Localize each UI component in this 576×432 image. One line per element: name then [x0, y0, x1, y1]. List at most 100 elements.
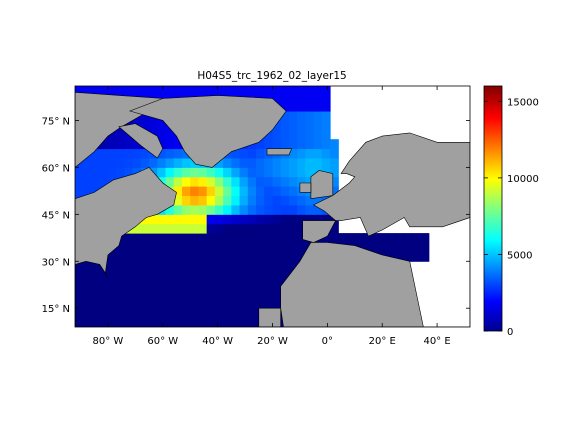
field-cell	[214, 176, 224, 187]
field-cell	[99, 289, 109, 300]
y-tick-label: 60° N	[42, 163, 70, 174]
field-cell	[83, 86, 92, 93]
field-cell	[91, 167, 101, 178]
field-cell	[165, 148, 175, 159]
field-cell	[264, 139, 273, 150]
field-cell	[83, 157, 92, 168]
field-cell	[297, 111, 306, 121]
field-cell	[264, 129, 273, 140]
field-cell	[149, 233, 158, 243]
field-cell	[140, 270, 150, 281]
field-cell	[206, 261, 216, 272]
field-cell	[288, 242, 298, 253]
field-cell	[181, 157, 191, 168]
field-cell	[116, 289, 125, 300]
field-cell	[288, 251, 298, 262]
field-cell	[181, 298, 191, 309]
field-cell	[330, 139, 339, 150]
field-cell	[206, 176, 216, 187]
field-cell	[264, 86, 273, 93]
field-cell	[239, 86, 249, 93]
field-cell	[83, 317, 92, 327]
field-cell	[305, 129, 315, 140]
field-cell	[83, 308, 92, 319]
field-cell	[116, 242, 125, 253]
field-cell	[124, 270, 134, 281]
field-cell	[280, 157, 290, 168]
field-cell	[264, 242, 273, 253]
land-polygon	[266, 148, 293, 156]
field-cell	[231, 298, 241, 309]
field-cell	[239, 280, 249, 290]
field-cell	[99, 157, 109, 168]
field-cell	[256, 233, 265, 243]
field-cell	[173, 92, 183, 103]
field-cell	[198, 251, 208, 262]
field-cell	[214, 204, 224, 215]
field-cell	[330, 167, 339, 178]
field-cell	[239, 242, 249, 253]
field-cell	[305, 148, 315, 159]
field-cell	[165, 167, 175, 178]
field-cell	[124, 139, 134, 150]
y-axis: 15° N 30° N 45° N 60° N 75° N	[42, 116, 470, 315]
field-cell	[239, 176, 249, 187]
field-cell	[99, 86, 109, 93]
field-cell	[132, 270, 142, 281]
field-cell	[190, 298, 199, 309]
field-cell	[288, 139, 298, 150]
field-cell	[173, 261, 183, 272]
field-cell	[198, 176, 208, 187]
field-cell	[190, 195, 199, 206]
field-cell	[190, 214, 199, 225]
x-tick-label: 40° E	[423, 336, 450, 347]
field-cell	[107, 308, 117, 319]
field-cell	[223, 157, 232, 168]
field-cell	[363, 233, 372, 243]
field-cell	[181, 242, 191, 253]
field-cell	[190, 270, 199, 281]
field-cell	[173, 186, 183, 197]
field-cell	[107, 86, 117, 93]
field-cell	[223, 308, 232, 319]
field-cell	[116, 251, 125, 262]
field-cell	[272, 242, 282, 253]
field-cell	[214, 214, 224, 225]
field-cell	[140, 298, 150, 309]
field-cell	[83, 280, 92, 290]
field-cell	[247, 298, 257, 309]
field-cell	[223, 261, 232, 272]
field-cell	[239, 157, 249, 168]
field-cell	[132, 139, 142, 150]
field-cell	[395, 242, 405, 253]
field-cell	[124, 167, 134, 178]
field-cell	[223, 317, 232, 327]
field-cell	[99, 308, 109, 319]
field-cell	[404, 242, 413, 253]
field-cell	[116, 157, 125, 168]
field-cell	[338, 233, 348, 243]
field-cell	[321, 157, 331, 168]
field-cell	[181, 167, 191, 178]
field-cell	[272, 157, 282, 168]
field-cell	[297, 214, 306, 225]
field-cell	[124, 289, 134, 300]
field-cell	[288, 204, 298, 215]
field-cell	[140, 148, 150, 159]
field-cell	[181, 186, 191, 197]
map-axes: 80° W 60° W 40° W 20° W 0° 20° E 40° E 15° N 30…	[42, 85, 471, 347]
field-cell	[280, 261, 290, 272]
field-cell	[231, 261, 241, 272]
field-cell	[173, 148, 183, 159]
field-cell	[149, 289, 158, 300]
field-cell	[272, 204, 282, 215]
field-cell	[214, 167, 224, 178]
field-cell	[140, 223, 150, 234]
field-cell	[165, 176, 175, 187]
field-cell	[173, 251, 183, 262]
field-cell	[387, 242, 397, 253]
field-cell	[264, 233, 273, 243]
x-tick-label: 40° W	[202, 336, 233, 347]
field-cell	[173, 298, 183, 309]
field-cell	[288, 176, 298, 187]
